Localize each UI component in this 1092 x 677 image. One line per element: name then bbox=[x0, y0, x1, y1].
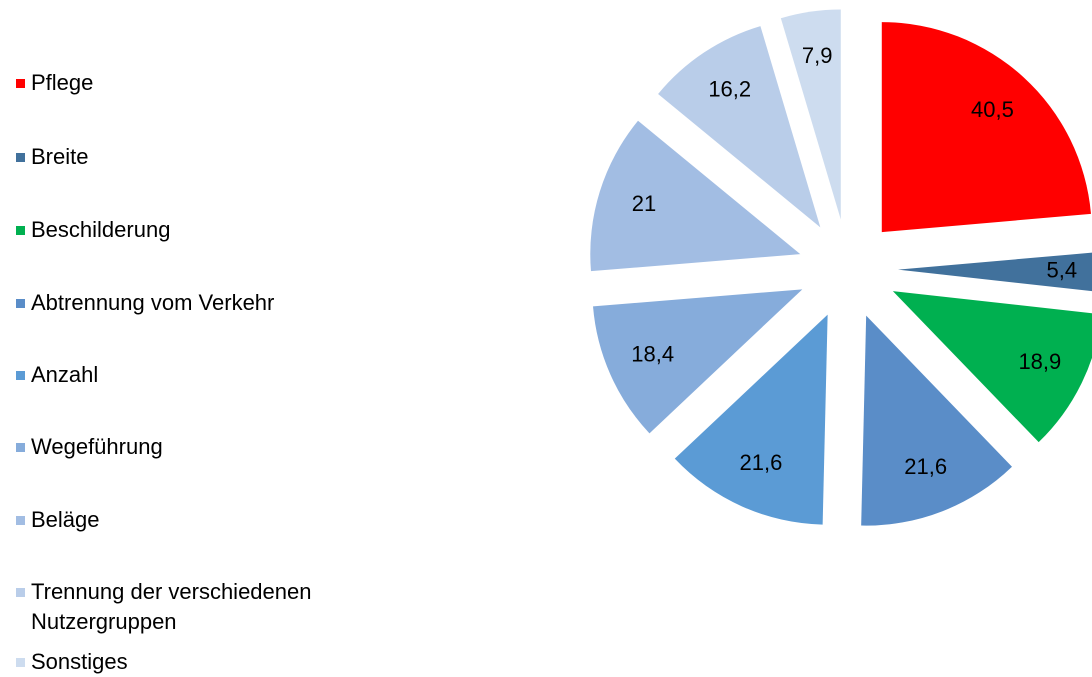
legend-label: Beschilderung bbox=[31, 217, 171, 242]
legend-label: Anzahl bbox=[31, 362, 99, 387]
legend-item: Trennung der verschiedenen Nutzergruppen bbox=[14, 577, 404, 637]
legend-swatch bbox=[16, 299, 25, 308]
legend-swatch bbox=[16, 79, 25, 88]
legend-item: Beläge bbox=[14, 505, 404, 535]
data-label: 16,2 bbox=[708, 77, 751, 102]
pie-slice bbox=[674, 314, 828, 525]
legend-swatch bbox=[16, 443, 25, 452]
data-label: 40,5 bbox=[971, 97, 1014, 122]
legend-label: Sonstiges bbox=[31, 649, 128, 674]
legend-item: Breite bbox=[14, 142, 404, 172]
data-label: 7,9 bbox=[802, 43, 833, 68]
legend-swatch bbox=[16, 516, 25, 525]
pie-slice bbox=[892, 291, 1092, 443]
data-label: 21,6 bbox=[904, 454, 947, 479]
data-label: 18,4 bbox=[631, 342, 674, 367]
legend-swatch bbox=[16, 658, 25, 667]
legend-label: Abtrennung vom Verkehr bbox=[31, 290, 275, 315]
legend-swatch bbox=[16, 371, 25, 380]
legend-swatch bbox=[16, 226, 25, 235]
pie-slice bbox=[780, 9, 841, 220]
legend-label: Wegeführung bbox=[31, 434, 163, 459]
data-label: 21,6 bbox=[740, 450, 783, 475]
pie-slice bbox=[658, 26, 821, 228]
pie-slice bbox=[881, 22, 1091, 233]
pie-slice bbox=[861, 315, 1012, 526]
data-label: 18,9 bbox=[1018, 349, 1061, 374]
pie-slice bbox=[897, 252, 1092, 292]
legend-item: Anzahl bbox=[14, 360, 404, 390]
data-label: 21 bbox=[632, 191, 656, 216]
legend-item: Pflege bbox=[14, 68, 404, 98]
legend-label: Trennung der verschiedenen Nutzergruppen bbox=[31, 579, 312, 634]
legend-item: Sonstiges bbox=[14, 647, 404, 677]
pie-slice bbox=[593, 289, 803, 434]
legend-label: Pflege bbox=[31, 70, 94, 95]
legend-swatch bbox=[16, 588, 25, 597]
legend-label: Beläge bbox=[31, 507, 100, 532]
legend-item: Wegeführung bbox=[14, 432, 404, 462]
legend-swatch bbox=[16, 153, 25, 162]
legend-label: Breite bbox=[31, 144, 89, 169]
legend-item: Abtrennung vom Verkehr bbox=[14, 288, 404, 318]
data-label: 5,4 bbox=[1046, 257, 1077, 282]
pie-slice bbox=[590, 120, 801, 272]
legend-item: Beschilderung bbox=[14, 215, 404, 245]
